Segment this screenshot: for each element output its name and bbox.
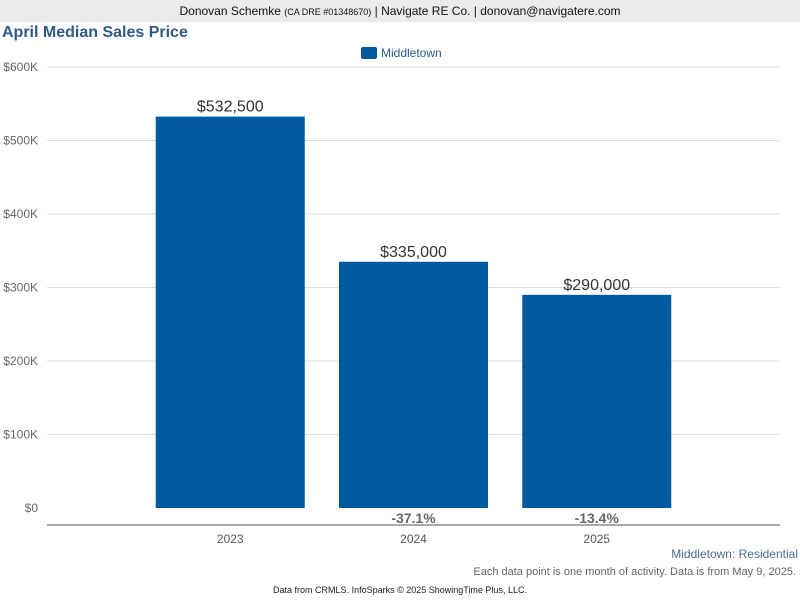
- bar-2025: [522, 294, 672, 508]
- y-tick-label: $500K: [3, 134, 38, 148]
- region-label: Middletown: Residential: [671, 547, 798, 561]
- header-bar: Donovan Schemke (CA DRE #01348670) | Nav…: [0, 0, 800, 22]
- bar-value-label: $335,000: [380, 244, 447, 261]
- y-tick-label: $600K: [3, 60, 38, 74]
- data-credit: Data from CRMLS. InfoSparks © 2025 Showi…: [273, 585, 527, 595]
- y-tick-label: $100K: [3, 428, 38, 442]
- bar-value-label: $532,500: [197, 99, 264, 116]
- change-label: -13.4%: [575, 510, 620, 526]
- change-label: -37.1%: [391, 510, 436, 526]
- chart-title: April Median Sales Price: [2, 24, 188, 41]
- y-tick-label: $0: [25, 501, 39, 515]
- y-tick-label: $200K: [3, 354, 38, 368]
- chart-legend[interactable]: Middletown: [361, 46, 442, 60]
- agent-name: Donovan Schemke: [179, 4, 281, 18]
- agent-contact: | Navigate RE Co. | donovan@navigatere.c…: [374, 4, 621, 18]
- bar-2023: [155, 116, 305, 509]
- x-tick-label: 2023: [217, 532, 244, 546]
- legend-swatch: [361, 47, 377, 59]
- data-note: Each data point is one month of activity…: [473, 566, 796, 578]
- y-tick-label: $300K: [3, 281, 38, 295]
- agent-license: (CA DRE #01348670): [284, 7, 372, 17]
- y-tick-label: $400K: [3, 207, 38, 221]
- bar-2024: [339, 261, 488, 508]
- x-tick-label: 2025: [583, 532, 610, 546]
- bar-value-label: $290,000: [563, 277, 630, 294]
- legend-label: Middletown: [381, 46, 442, 60]
- x-tick-label: 2024: [400, 532, 427, 546]
